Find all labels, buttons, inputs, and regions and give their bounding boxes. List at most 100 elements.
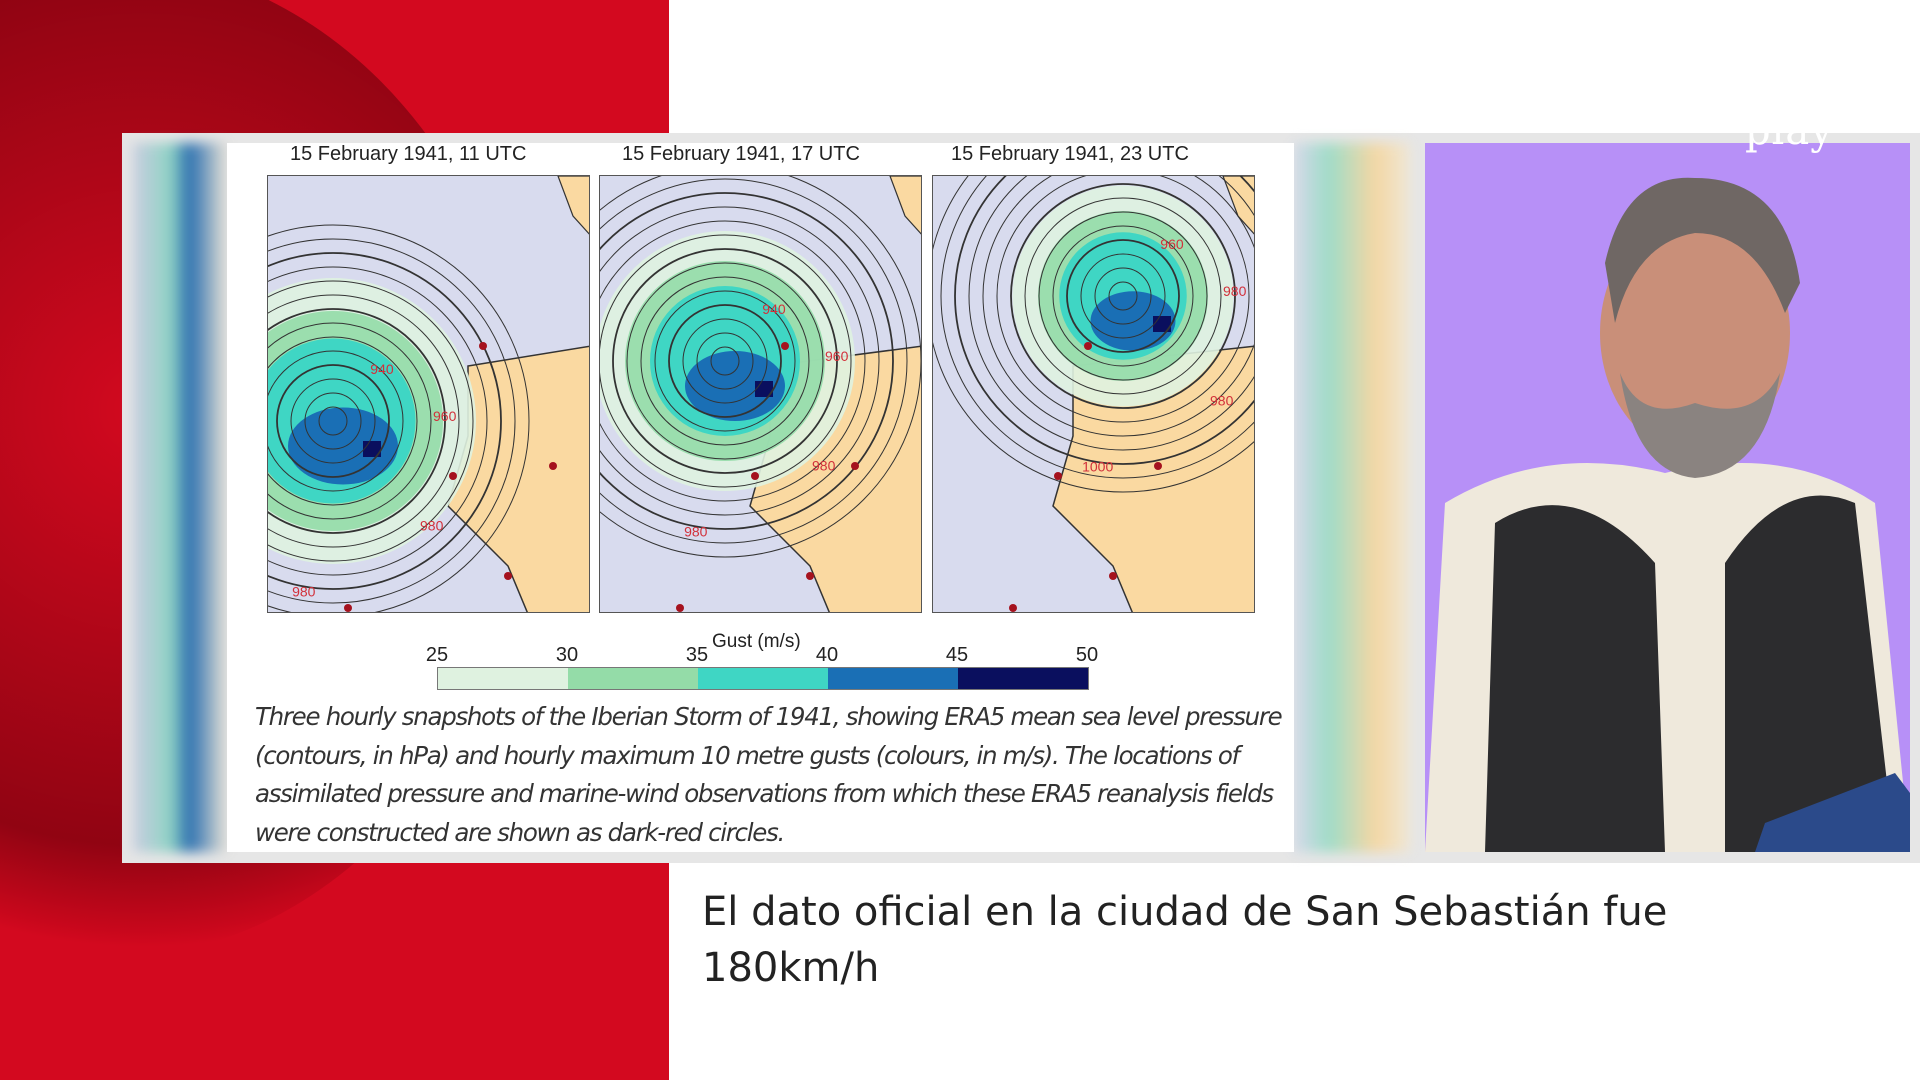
isobar: [654, 290, 796, 432]
isobar: [600, 234, 852, 488]
isobar: [682, 318, 768, 404]
isobar: [600, 192, 894, 530]
blurred-figure-right: [1294, 143, 1410, 852]
colorbar-segment: [828, 668, 958, 689]
contour-label: 940: [370, 361, 394, 377]
colorbar-tick: 40: [815, 644, 839, 666]
isobar: [1024, 197, 1222, 395]
isobar: [268, 280, 474, 562]
isobar: [940, 176, 1254, 479]
map-title-23utc: 15 February 1941, 23 UTC: [951, 143, 1189, 165]
colorbar-tick: 35: [685, 644, 709, 666]
play-logo: play: [1745, 108, 1834, 154]
contour-label: 980: [292, 583, 316, 599]
isobar: [982, 176, 1254, 437]
isobar: [1038, 211, 1208, 381]
gust-area: [1090, 291, 1176, 351]
contour-label: 960: [1160, 236, 1184, 252]
observation-circle: [344, 604, 352, 612]
contour-label: 980: [684, 523, 708, 539]
france-coast: [889, 176, 921, 235]
isobar: [268, 350, 404, 492]
observation-circle: [479, 342, 487, 350]
isobar: [1108, 281, 1138, 311]
presenter-figure: [1425, 177, 1910, 852]
isobar: [1066, 239, 1180, 353]
observation-circle: [549, 462, 557, 470]
observation-circle: [806, 572, 814, 580]
observation-circle: [1054, 472, 1062, 480]
isobar: [600, 220, 866, 502]
observation-circle: [781, 342, 789, 350]
contour-label: 1000: [1082, 458, 1113, 474]
observation-circle: [1084, 342, 1092, 350]
observation-circle: [676, 604, 684, 612]
observation-circle: [1109, 572, 1117, 580]
isobar: [600, 206, 880, 516]
isobar: [668, 304, 782, 418]
isobar: [600, 176, 921, 558]
map-11utc: 9409609809801000: [267, 175, 590, 613]
colorbar-segment: [698, 668, 828, 689]
iberia-land: [1052, 345, 1254, 612]
storm-figure: 15 February 1941, 11 UTC 15 February 194…: [227, 143, 1294, 852]
isobar: [710, 346, 740, 376]
france-coast: [557, 176, 589, 235]
contour-label: 980: [1210, 393, 1234, 409]
isobar: [968, 176, 1254, 451]
map-title-17utc: 15 February 1941, 17 UTC: [622, 143, 860, 165]
isobar: [1094, 267, 1152, 325]
isobar: [933, 176, 1254, 493]
colorbar-label: Gust (m/s): [712, 631, 801, 652]
isobar: [268, 224, 530, 612]
contour-label: 980: [420, 518, 444, 534]
colorbar-tick: 30: [555, 644, 579, 666]
gust-area: [288, 407, 398, 485]
isobar: [1010, 183, 1236, 409]
isobar: [640, 276, 810, 446]
isobar: [954, 176, 1254, 465]
contour-label: 960: [433, 408, 457, 424]
figure-caption: Three hourly snapshots of the Iberian St…: [255, 702, 1283, 847]
colorbar-segment: [958, 668, 1088, 689]
isobar: [612, 248, 838, 474]
map-23utc: 960 980 980 1000: [932, 175, 1255, 613]
subtitle-line-1: El dato oficial en la ciudad de San Seba…: [702, 889, 1668, 935]
colorbar-segment: [568, 668, 698, 689]
isobar: [276, 364, 390, 478]
isobar: [268, 252, 502, 590]
isobar: [268, 308, 446, 534]
isobar: [268, 336, 418, 506]
isobar: [304, 392, 362, 450]
observation-circle: [1009, 604, 1017, 612]
observation-circle: [851, 462, 859, 470]
subtitle-caption: El dato oficial en la ciudad de San Seba…: [702, 884, 1852, 996]
gust-colorbar: [437, 667, 1089, 690]
observation-circle: [449, 472, 457, 480]
colorbar-tick: 50: [1075, 644, 1099, 666]
map-17utc: 940960980980980960: [599, 175, 922, 613]
isobar: [696, 332, 754, 390]
presenter-video: [1425, 143, 1910, 852]
colorbar-tick: 25: [425, 644, 449, 666]
isobar: [268, 294, 460, 548]
isobar: [268, 266, 488, 576]
isobar: [290, 378, 376, 464]
observation-circle: [1154, 462, 1162, 470]
observation-circle: [504, 572, 512, 580]
isobar: [1080, 253, 1166, 339]
isobar: [268, 238, 516, 604]
map-title-11utc: 15 February 1941, 11 UTC: [290, 143, 527, 165]
isobar: [600, 178, 908, 544]
contour-label: 980: [1223, 283, 1247, 299]
isobar: [996, 176, 1250, 423]
contour-label: 940: [762, 301, 786, 317]
isobar: [268, 322, 432, 520]
observation-circle: [751, 472, 759, 480]
contour-label: 980: [812, 458, 836, 474]
subtitle-line-2: 180km/h: [702, 945, 880, 991]
contour-label: 960: [825, 348, 849, 364]
gust-area: [685, 351, 785, 421]
colorbar-tick: 45: [945, 644, 969, 666]
colorbar-segment: [438, 668, 568, 689]
